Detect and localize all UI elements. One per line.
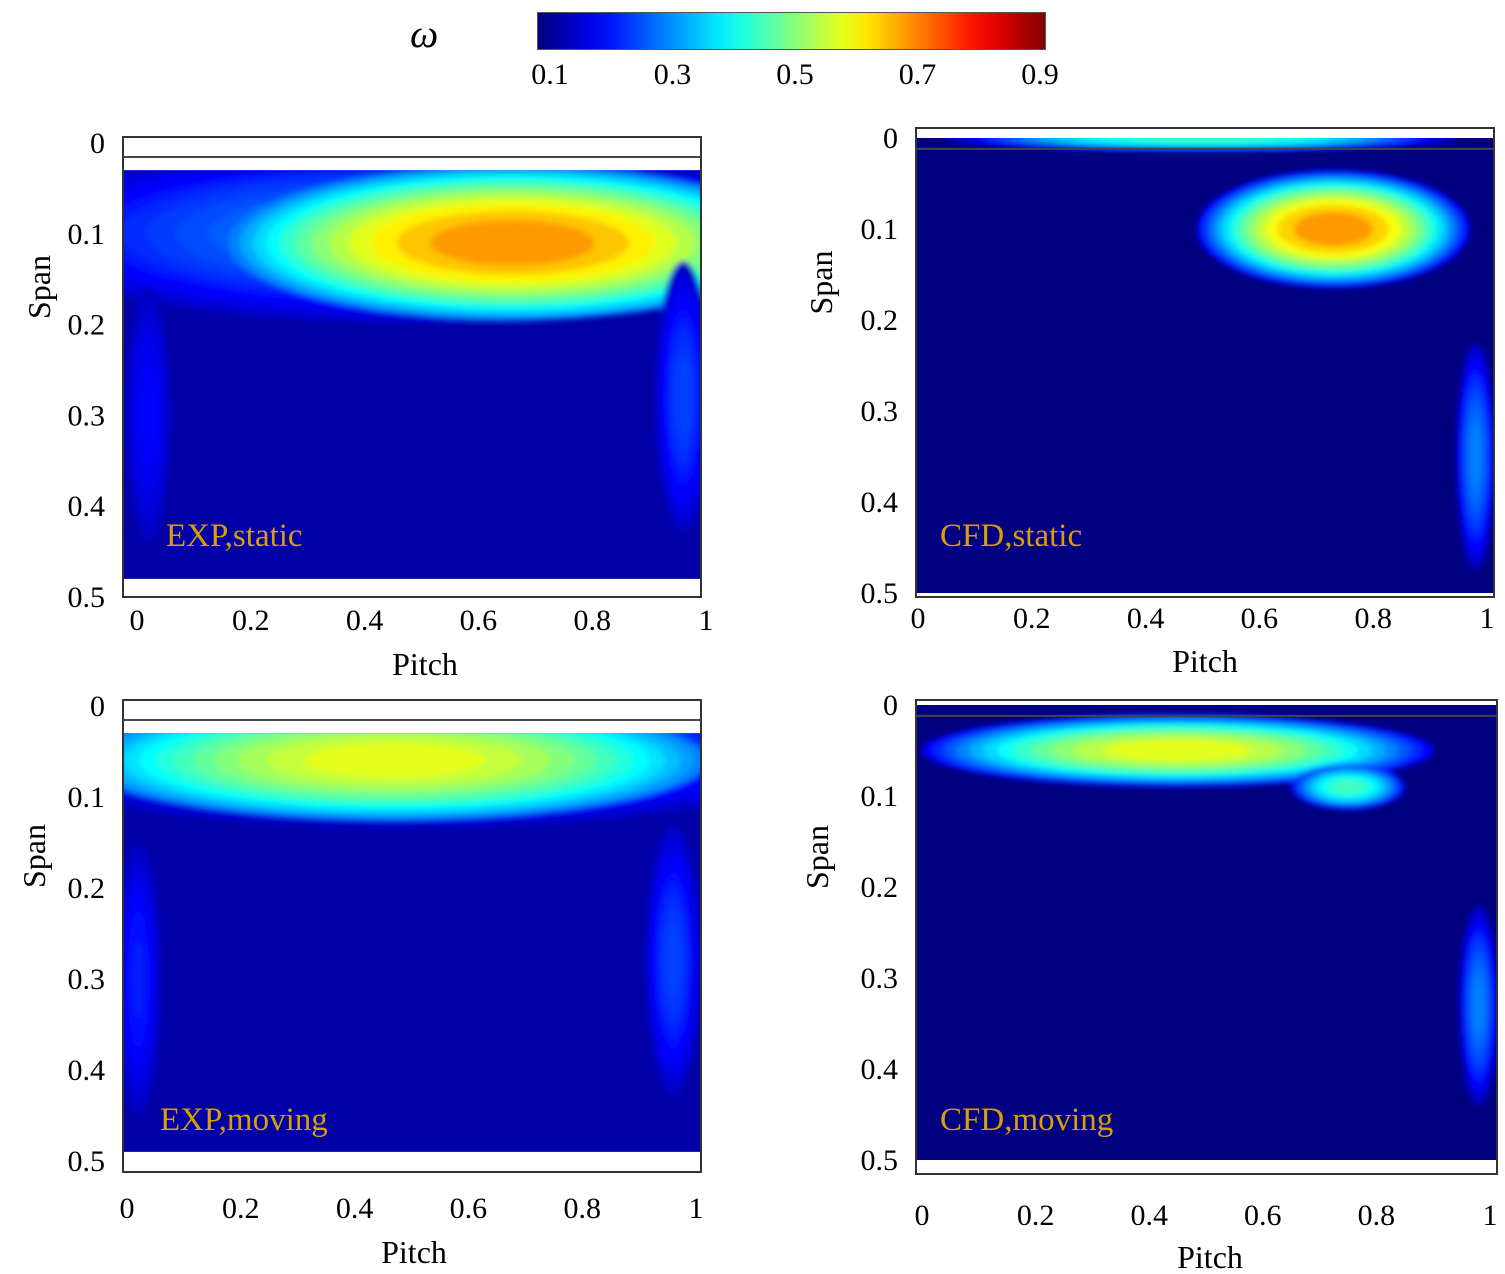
y-tick-label: 0.4 [68,490,106,523]
y-tick-label: 0 [90,690,105,723]
y-tick-label: 0.3 [68,963,106,996]
x-tick-label: 0.8 [563,1192,601,1225]
contour-level [141,378,155,453]
panel-exp-moving: 0 0.2 0.4 0.6 0.8 1 0 0.1 0.2 0.3 0.4 0.5 Pitch Span E… [16,690,704,1270]
y-axis-label: Span [799,825,835,889]
x-tick-label: 0.4 [336,1192,374,1225]
x-axis-label: Pitch [1177,1239,1243,1274]
x-tick-label: 1 [699,604,714,637]
plot-frame [122,699,702,1173]
y-tick-label: 0.3 [68,399,106,432]
contour-level [1103,739,1252,762]
x-tick-label: 1 [689,1192,704,1225]
plot-frame [122,136,702,598]
contour-level [131,939,145,1019]
contour-field [123,733,701,1152]
contour-field [916,138,1494,593]
x-tick-label: 0.6 [450,1192,488,1225]
x-tick-label: 0.6 [460,604,498,637]
y-tick-label: 0.5 [861,1144,899,1177]
x-tick-label: 0.2 [222,1192,260,1225]
panel-exp-static: 0 0.2 0.4 0.6 0.8 1 0 0.1 0.2 0.3 0.4 0.5 Pitch Span E… [21,127,714,682]
contour-level [430,220,595,266]
x-tick-label: 1 [1480,602,1495,635]
x-axis-label: Pitch [1172,643,1238,679]
x-tick-label: 0 [120,1192,135,1225]
y-tick-label: 0.5 [68,1145,106,1178]
y-tick-label: 0.4 [861,486,899,519]
x-tick-label: 0.6 [1244,1199,1282,1232]
contour-level [1472,976,1485,1035]
panel-cfd-moving: 0 0.2 0.4 0.6 0.8 1 0 0.1 0.2 0.3 0.4 0.5 Pitch Span C… [799,689,1498,1274]
plot-frame [915,127,1495,598]
x-tick-label: 0 [130,604,145,637]
y-axis-label: Span [21,255,57,319]
colorbar [537,12,1046,50]
colorbar-label: ω [410,11,439,56]
colorbar-tick-label: 0.3 [653,58,692,91]
y-tick-label: 0 [883,689,898,722]
y-axis-label: Span [803,251,839,315]
panel-label: EXP,static [166,518,303,554]
x-tick-label: 0.4 [1130,1199,1168,1232]
y-tick-label: 0.4 [68,1054,106,1087]
x-tick-label: 0.6 [1241,602,1279,635]
contour-level [1331,780,1365,794]
y-tick-label: 0.1 [861,780,899,813]
colorbar-tick-label: 0.9 [1021,58,1059,91]
y-tick-label: 0.2 [68,309,106,342]
plot-frame [915,699,1498,1175]
contour-field [123,170,701,579]
x-tick-label: 0.8 [573,604,611,637]
y-tick-label: 0.2 [68,872,106,905]
colorbar-tick-label: 0.7 [898,58,937,91]
y-tick-label: 0.1 [68,781,106,814]
y-tick-label: 0.2 [861,871,899,904]
panel-label: CFD,static [940,518,1082,554]
x-tick-label: 0 [915,1199,930,1232]
y-tick-label: 0 [883,122,898,155]
y-tick-label: 0 [90,127,105,160]
contour-field [916,705,1497,1160]
y-tick-label: 0.3 [861,962,899,995]
x-tick-label: 0.2 [232,604,270,637]
y-tick-label: 0.5 [68,581,106,614]
y-tick-label: 0.4 [861,1053,899,1086]
y-tick-label: 0.3 [861,395,899,428]
x-tick-label: 0.8 [1354,602,1392,635]
contour-level [1128,138,1277,142]
contour-level [665,921,682,1001]
y-tick-label: 0.1 [861,213,899,246]
x-tick-label: 0.2 [1013,602,1051,635]
x-axis-label: Pitch [381,1234,447,1270]
x-tick-label: 1 [1483,1199,1498,1232]
contour-level [675,357,692,437]
panel-cfd-static: 0 0.2 0.4 0.6 0.8 1 0 0.1 0.2 0.3 0.4 0.5 Pitch Span C… [803,122,1495,679]
colorbar-tick-label: 0.1 [531,58,569,91]
y-tick-label: 0.1 [68,218,106,251]
contour-level [304,743,485,778]
x-axis-label: Pitch [392,646,458,682]
contour-level [1469,423,1482,490]
y-axis-label: Span [16,824,52,888]
panel-label: CFD,moving [940,1102,1113,1138]
colorbar-tick-label: 0.5 [776,58,814,91]
x-tick-label: 0.2 [1017,1199,1055,1232]
x-tick-label: 0.8 [1358,1199,1396,1232]
x-tick-label: 0.4 [346,604,384,637]
y-tick-label: 0.2 [861,304,899,337]
y-tick-label: 0.5 [861,577,899,610]
panel-label: EXP,moving [160,1102,328,1138]
x-tick-label: 0 [911,602,926,635]
x-tick-label: 0.4 [1127,602,1165,635]
contour-level [1293,211,1373,247]
